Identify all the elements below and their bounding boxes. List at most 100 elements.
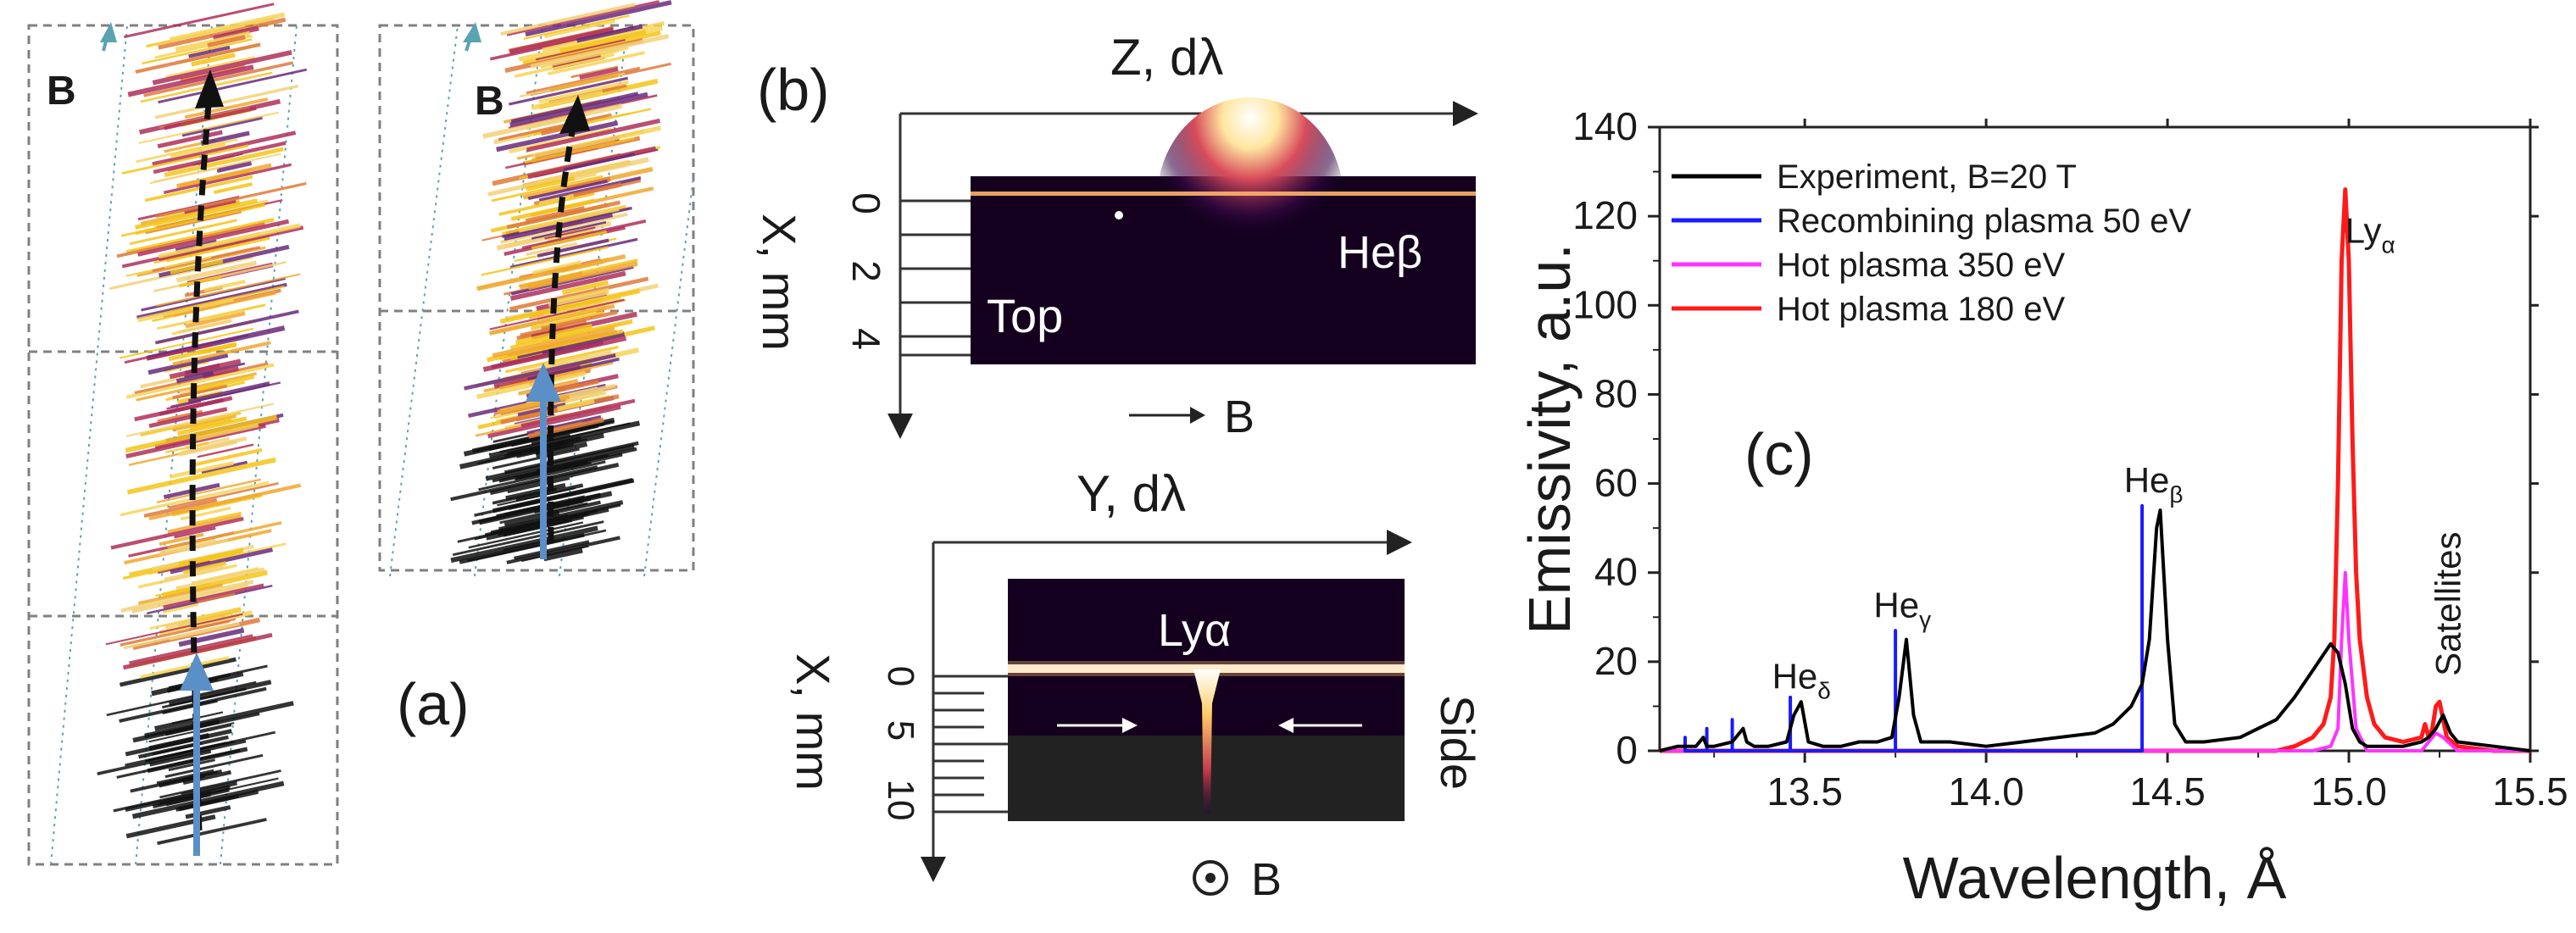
jet-streak — [120, 580, 254, 613]
top-x-axis-title: X, mm — [753, 214, 806, 351]
jet-streak — [156, 478, 261, 504]
jet-streak — [172, 341, 271, 366]
jet-streak — [505, 482, 566, 501]
jet-streak — [549, 308, 598, 321]
jet-streak — [185, 311, 246, 329]
jet-streak — [491, 175, 604, 203]
jet-streak — [154, 718, 193, 731]
jet-streak — [175, 370, 214, 384]
jet-streak — [499, 422, 631, 453]
jet-streak — [172, 291, 276, 318]
jet-streak — [543, 547, 583, 562]
jet-streak — [123, 632, 273, 670]
jet-streak — [213, 25, 259, 41]
jet-streak — [178, 439, 237, 457]
jet-streak — [450, 525, 598, 564]
jet-streak — [492, 447, 637, 483]
jet-streak — [515, 461, 592, 481]
jet-streak — [121, 144, 249, 175]
jet-streak — [509, 270, 626, 302]
panel-c-label: (c) — [1744, 421, 1814, 487]
jet-streak — [170, 12, 286, 42]
jet-streak — [167, 514, 242, 534]
series-line-2 — [1660, 570, 2530, 753]
jet-streak — [526, 242, 578, 257]
panel-a: B B (a) — [27, 0, 695, 866]
left-blue-arrowhead — [180, 653, 214, 691]
jet-streak — [126, 457, 276, 495]
top-tick-2: 2 — [844, 260, 888, 282]
side-y-axis-title: Y, dλ — [1077, 465, 1186, 522]
jet-streak — [497, 486, 576, 507]
jet-streak — [144, 175, 253, 203]
jet-streak — [157, 130, 223, 149]
jet-streak — [162, 569, 268, 598]
jet-streak — [206, 308, 243, 320]
side-tick-marks — [933, 675, 1008, 814]
jet-streak — [125, 423, 266, 458]
jet-streak — [188, 45, 231, 58]
jet-streak — [542, 296, 621, 317]
jet-streak — [120, 327, 254, 359]
side-field-out-of-plane-dot — [1205, 873, 1216, 883]
jet-streak — [157, 818, 267, 846]
jet-streak — [563, 153, 636, 171]
jet-streak — [165, 56, 255, 79]
jet-streak — [153, 199, 269, 228]
panel-a-frames — [27, 24, 695, 866]
jet-streak — [119, 686, 267, 723]
jet-streak — [481, 246, 609, 276]
jet-streak — [507, 330, 618, 358]
jet-streak — [127, 64, 254, 97]
panel-b-label: (b) — [757, 57, 830, 123]
annotation-he-γ: Heγ — [1873, 585, 1931, 632]
side-tick-5: 5 — [880, 720, 921, 741]
jet-streak — [181, 780, 237, 795]
jet-streak — [184, 97, 269, 119]
jet-streak — [141, 276, 287, 312]
jet-streak — [487, 404, 621, 439]
jet-streak — [500, 212, 628, 244]
annotation-subscript: β — [2169, 481, 2183, 508]
jet-streak — [514, 414, 555, 425]
jet-streak — [509, 276, 649, 312]
jet-streak — [97, 739, 247, 775]
series-lines — [1659, 187, 2531, 753]
jet-streak — [172, 414, 236, 432]
jet-streak — [138, 111, 279, 145]
jet-streak — [148, 722, 235, 743]
jet-streak — [184, 199, 236, 214]
jet-streak — [507, 477, 570, 494]
jet-streak — [476, 438, 587, 464]
jet-streak — [538, 193, 575, 205]
jet-streak — [175, 239, 218, 253]
y-tick-label: 80 — [1594, 371, 1638, 415]
series-line-0 — [1659, 508, 2531, 753]
jet-streak — [570, 65, 619, 79]
jet-streak — [159, 538, 217, 556]
jet-streak — [485, 443, 635, 481]
jet-streak — [510, 265, 634, 296]
jet-streak — [166, 400, 202, 410]
jet-streak — [157, 559, 211, 575]
jet-streak — [506, 536, 620, 564]
jet-streak — [164, 256, 212, 269]
jet-streak — [526, 118, 661, 153]
jet-streak — [515, 453, 623, 480]
legend-label-1: Recombining plasma 50 eV — [1777, 203, 2191, 240]
jet-streak — [159, 532, 204, 547]
jet-streak — [503, 519, 572, 537]
annotation-subscript: δ — [1817, 677, 1831, 703]
jet-streak — [143, 61, 294, 97]
jet-streak — [158, 225, 304, 262]
jet-streak — [459, 532, 585, 564]
jet-streak — [216, 160, 253, 173]
jet-streak — [168, 758, 215, 772]
top-tick-0: 0 — [844, 192, 888, 214]
jet-streak — [169, 358, 242, 380]
annotation-subscript: α — [2382, 232, 2395, 258]
left-field-direction-arrowhead — [100, 22, 117, 42]
top-z-axis-title: Z, dλ — [1110, 29, 1223, 86]
jet-streak — [134, 396, 233, 422]
